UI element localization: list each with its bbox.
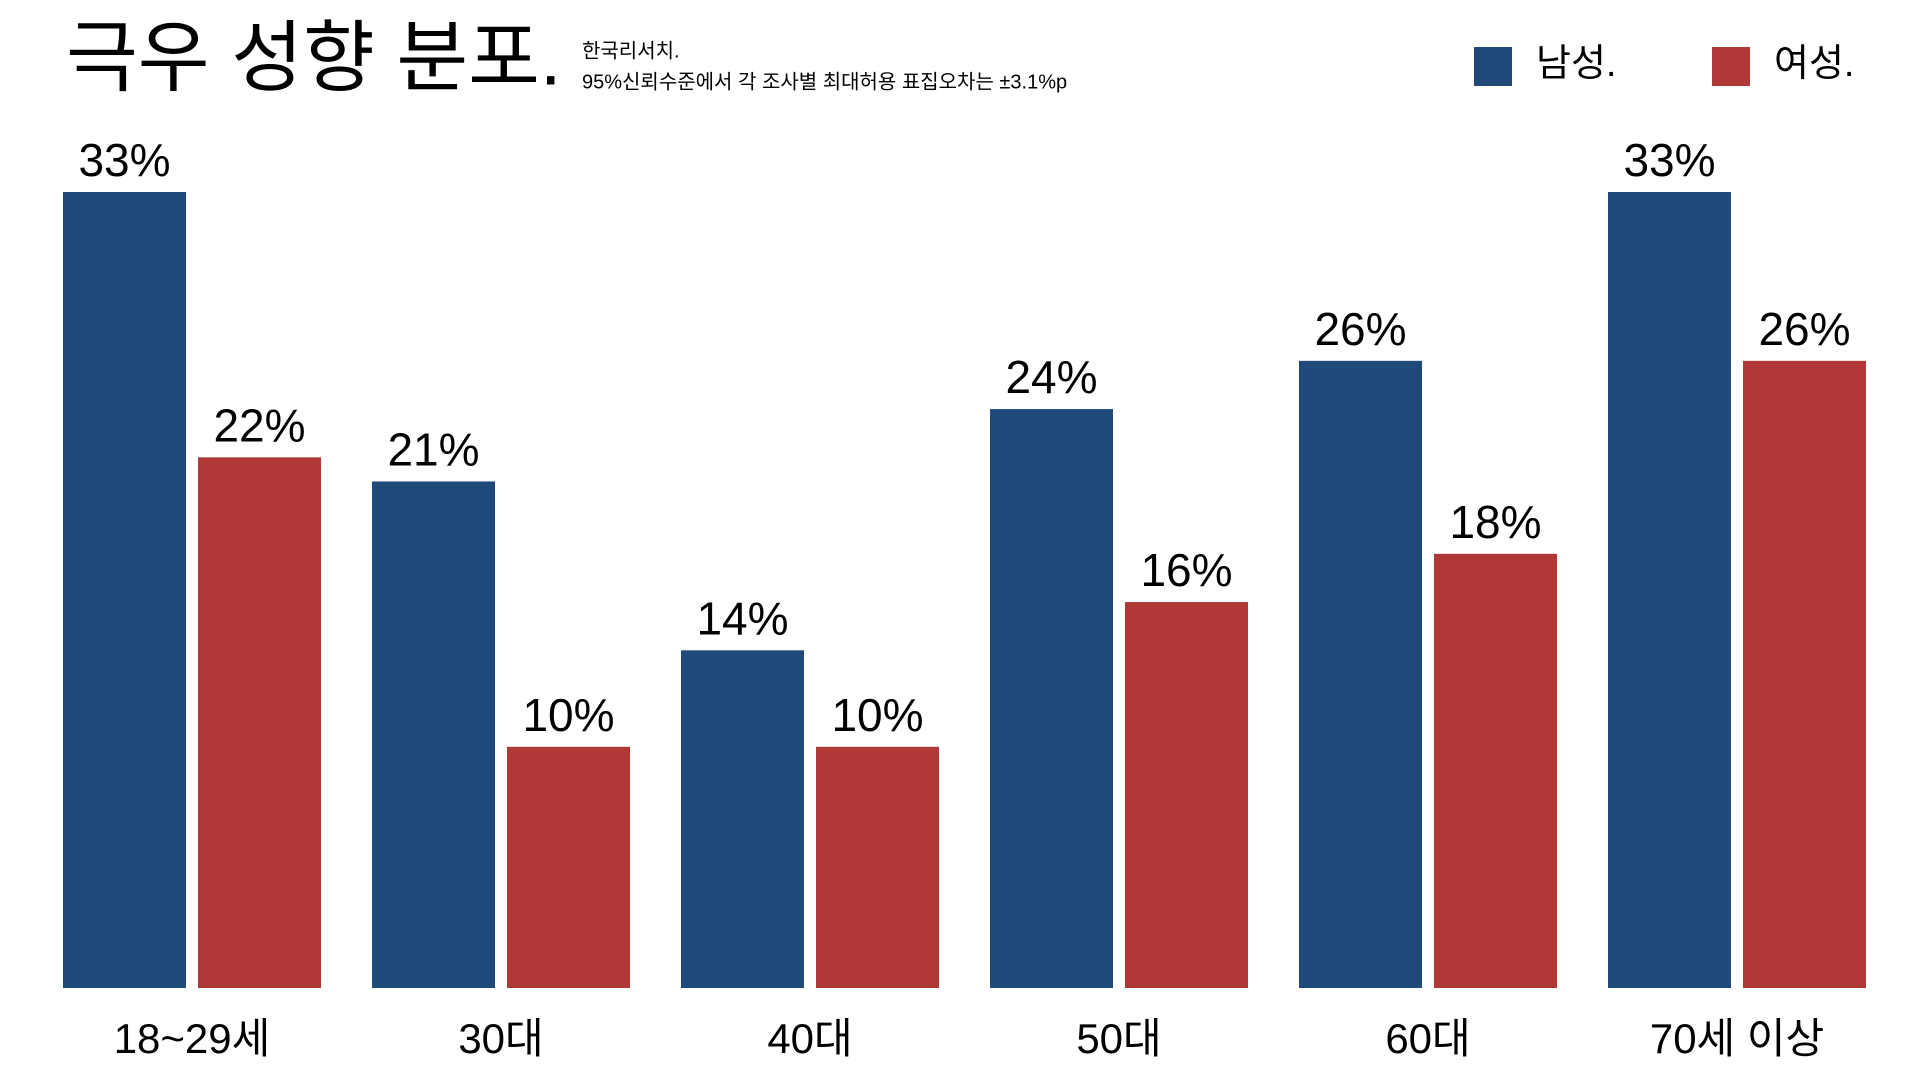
bar <box>1299 360 1422 988</box>
value-label: 21% <box>387 424 479 476</box>
bar <box>990 409 1113 988</box>
chart-subtitle: 한국리서치. <box>582 39 680 62</box>
legend-swatch <box>1474 47 1512 86</box>
value-label: 33% <box>1623 134 1715 186</box>
value-label: 22% <box>213 399 305 451</box>
legend-label: 여성. <box>1774 43 1854 85</box>
bar <box>198 457 321 988</box>
bar <box>1608 192 1731 988</box>
x-tick-label: 50대 <box>1076 1015 1161 1062</box>
value-label: 26% <box>1758 303 1850 355</box>
chart-title: 극우 성향 분포. <box>66 14 562 102</box>
legend-swatch <box>1712 47 1750 86</box>
bar <box>1125 602 1248 988</box>
bar <box>816 746 939 988</box>
x-tick-label: 60대 <box>1385 1015 1470 1062</box>
bar <box>1743 360 1866 988</box>
value-label: 18% <box>1449 496 1541 548</box>
x-tick-label: 70세 이상 <box>1650 1015 1824 1062</box>
x-tick-label: 18~29세 <box>114 1015 271 1062</box>
legend-label: 남성. <box>1536 43 1616 85</box>
value-label: 33% <box>78 134 170 186</box>
bar <box>681 650 804 988</box>
value-label: 10% <box>831 689 923 741</box>
x-tick-label: 40대 <box>767 1015 852 1062</box>
value-label: 26% <box>1314 303 1406 355</box>
bar <box>1434 553 1557 988</box>
value-label: 10% <box>522 689 614 741</box>
x-tick-label: 30대 <box>458 1015 543 1062</box>
value-label: 24% <box>1005 351 1097 403</box>
chart-subtitle: 95%신뢰수준에서 각 조사별 최대허용 표집오차는 ±3.1%p <box>582 70 1067 93</box>
value-label: 14% <box>696 592 788 644</box>
bar <box>372 481 495 988</box>
bar <box>507 746 630 988</box>
value-label: 16% <box>1140 544 1232 596</box>
bar <box>63 192 186 988</box>
